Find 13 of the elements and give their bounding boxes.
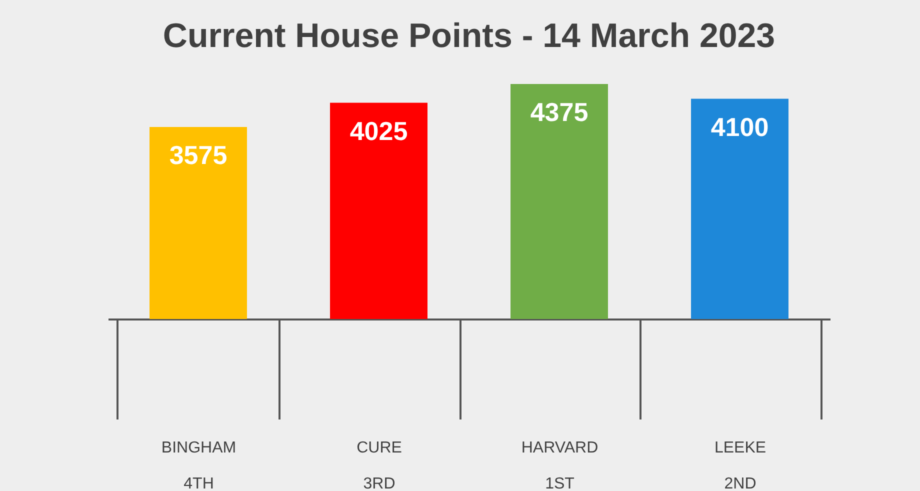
x-tick-label: LEEKE 2ND: [714, 440, 766, 491]
data-label: 3575: [169, 140, 228, 170]
bar: [330, 102, 428, 319]
data-label: 4025: [350, 116, 408, 146]
x-tick-label: BINGHAM 4TH: [161, 440, 236, 491]
chart-title: Current House Points - 14 March 2023: [162, 17, 776, 55]
x-tick-label: HARVARD 1ST: [521, 440, 598, 491]
data-label: 4375: [530, 97, 588, 127]
x-tick-label: CURE 3RD: [356, 440, 402, 491]
bar: [150, 126, 247, 319]
data-label: 4100: [710, 112, 769, 142]
bar: [510, 84, 608, 319]
bar: [691, 98, 788, 319]
